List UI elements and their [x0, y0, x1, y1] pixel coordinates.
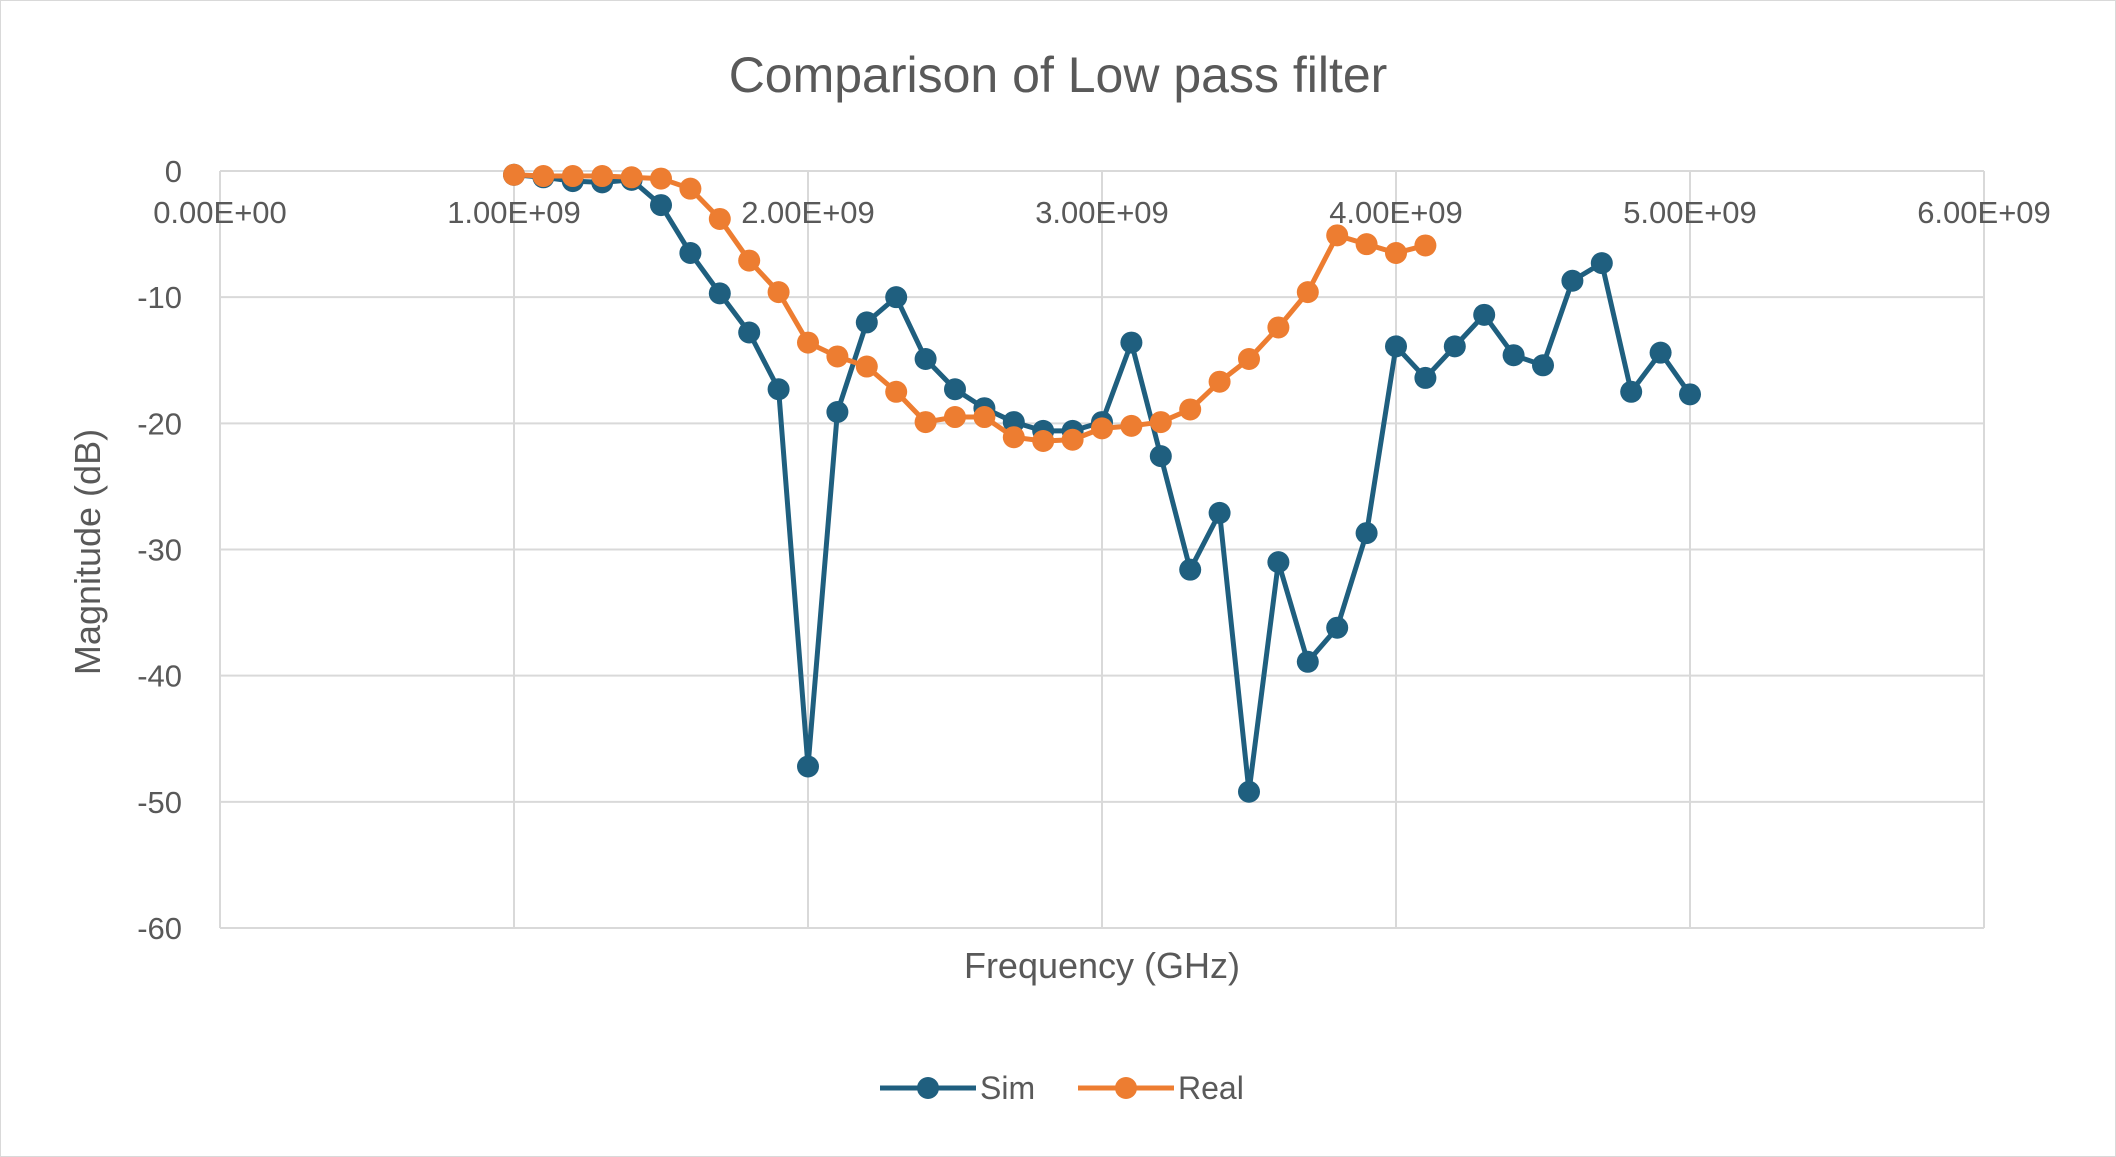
- data-point-real: [885, 380, 908, 403]
- legend-item-real: Real: [1078, 1070, 1244, 1106]
- legend-marker-real: [1115, 1077, 1137, 1099]
- data-point-real: [1061, 428, 1084, 451]
- data-point-sim: [826, 400, 849, 423]
- data-point-real: [1032, 429, 1055, 452]
- data-point-real: [1208, 370, 1231, 393]
- data-point-real: [914, 411, 937, 434]
- data-point-real: [738, 249, 761, 272]
- data-point-sim: [885, 286, 908, 309]
- x-tick-label: 3.00E+09: [1035, 195, 1169, 230]
- data-point-real: [1238, 347, 1260, 370]
- y-tick-label: 0: [165, 154, 182, 189]
- data-point-sim: [1208, 501, 1231, 524]
- x-tick-label: 5.00E+09: [1623, 195, 1757, 230]
- data-point-sim: [767, 378, 790, 401]
- data-point-sim: [1385, 335, 1407, 358]
- chart-title: Comparison of Low pass filter: [729, 47, 1388, 103]
- y-tick-label: -20: [137, 406, 182, 441]
- data-point-real: [767, 281, 790, 304]
- data-point-real: [1091, 417, 1113, 440]
- data-point-real: [973, 406, 996, 429]
- y-tick-label: -10: [137, 280, 182, 315]
- data-point-sim: [1414, 366, 1437, 389]
- data-point-sim: [914, 347, 937, 370]
- data-point-sim: [1238, 780, 1260, 803]
- data-point-real: [1149, 411, 1172, 434]
- data-point-sim: [1267, 551, 1290, 574]
- data-point-sim: [1649, 341, 1672, 364]
- data-point-sim: [738, 321, 761, 344]
- data-point-sim: [1473, 303, 1496, 326]
- x-axis-title: Frequency (GHz): [964, 945, 1240, 986]
- data-point-sim: [1326, 616, 1349, 639]
- data-point-sim: [855, 311, 878, 334]
- data-point-real: [1002, 426, 1025, 449]
- data-point-real: [620, 166, 643, 189]
- x-tick-label: 4.00E+09: [1329, 195, 1463, 230]
- data-point-real: [1385, 242, 1407, 265]
- data-point-sim: [1149, 445, 1172, 468]
- x-tick-label: 2.00E+09: [741, 195, 875, 230]
- data-point-sim: [1620, 380, 1643, 403]
- data-point-real: [679, 177, 702, 200]
- data-point-real: [826, 345, 849, 368]
- data-point-sim: [1443, 335, 1466, 358]
- data-point-sim: [1679, 383, 1701, 406]
- x-tick-label: 6.00E+09: [1917, 195, 2051, 230]
- data-point-sim: [1179, 558, 1202, 581]
- x-tick-label: 0.00E+00: [153, 195, 287, 230]
- y-tick-label: -50: [137, 785, 182, 820]
- x-tick-label: 1.00E+09: [447, 195, 581, 230]
- data-point-real: [1355, 233, 1378, 256]
- data-point-sim: [1355, 522, 1378, 545]
- data-point-sim: [1120, 331, 1143, 354]
- data-point-sim: [797, 755, 819, 778]
- data-point-real: [708, 207, 731, 230]
- y-axis-title: Magnitude (dB): [67, 429, 108, 675]
- data-point-sim: [944, 378, 966, 401]
- data-point-real: [1414, 234, 1437, 257]
- data-point-real: [1179, 398, 1202, 421]
- gridlines: [219, 170, 1985, 929]
- data-point-real: [591, 165, 614, 188]
- data-point-sim: [1502, 344, 1525, 367]
- data-point-sim: [1561, 269, 1584, 292]
- data-point-sim: [708, 282, 731, 305]
- data-point-real: [944, 406, 966, 429]
- data-point-real: [1326, 224, 1349, 247]
- data-point-sim: [679, 242, 702, 265]
- data-point-sim: [1296, 650, 1319, 673]
- data-point-sim: [650, 194, 672, 217]
- legend: Sim Real: [880, 1070, 1244, 1106]
- data-point-sim: [1590, 252, 1613, 275]
- data-point-sim: [1532, 354, 1554, 377]
- data-point-real: [1267, 316, 1290, 339]
- y-tick-label: -40: [137, 659, 182, 694]
- legend-item-sim: Sim: [880, 1070, 1035, 1106]
- data-point-real: [797, 331, 819, 354]
- series-real: [503, 163, 1437, 452]
- data-point-sim: [1002, 411, 1025, 434]
- legend-label-real: Real: [1178, 1070, 1244, 1106]
- data-point-real: [1296, 281, 1319, 304]
- data-point-real: [561, 165, 584, 188]
- legend-label-sim: Sim: [980, 1070, 1035, 1106]
- x-tick-labels: 0.00E+00 1.00E+09 2.00E+09 3.00E+09 4.00E+09…: [153, 195, 2051, 230]
- y-tick-labels: 0 -10 -20 -30 -40 -50 -60: [137, 154, 182, 946]
- legend-marker-sim: [917, 1077, 939, 1099]
- series-layer: [503, 163, 1701, 803]
- y-tick-label: -30: [137, 533, 182, 568]
- data-point-real: [532, 165, 555, 188]
- y-tick-label: -60: [137, 911, 182, 946]
- data-point-real: [650, 167, 672, 190]
- data-point-real: [503, 163, 525, 186]
- data-point-real: [855, 355, 878, 378]
- data-point-real: [1120, 414, 1143, 437]
